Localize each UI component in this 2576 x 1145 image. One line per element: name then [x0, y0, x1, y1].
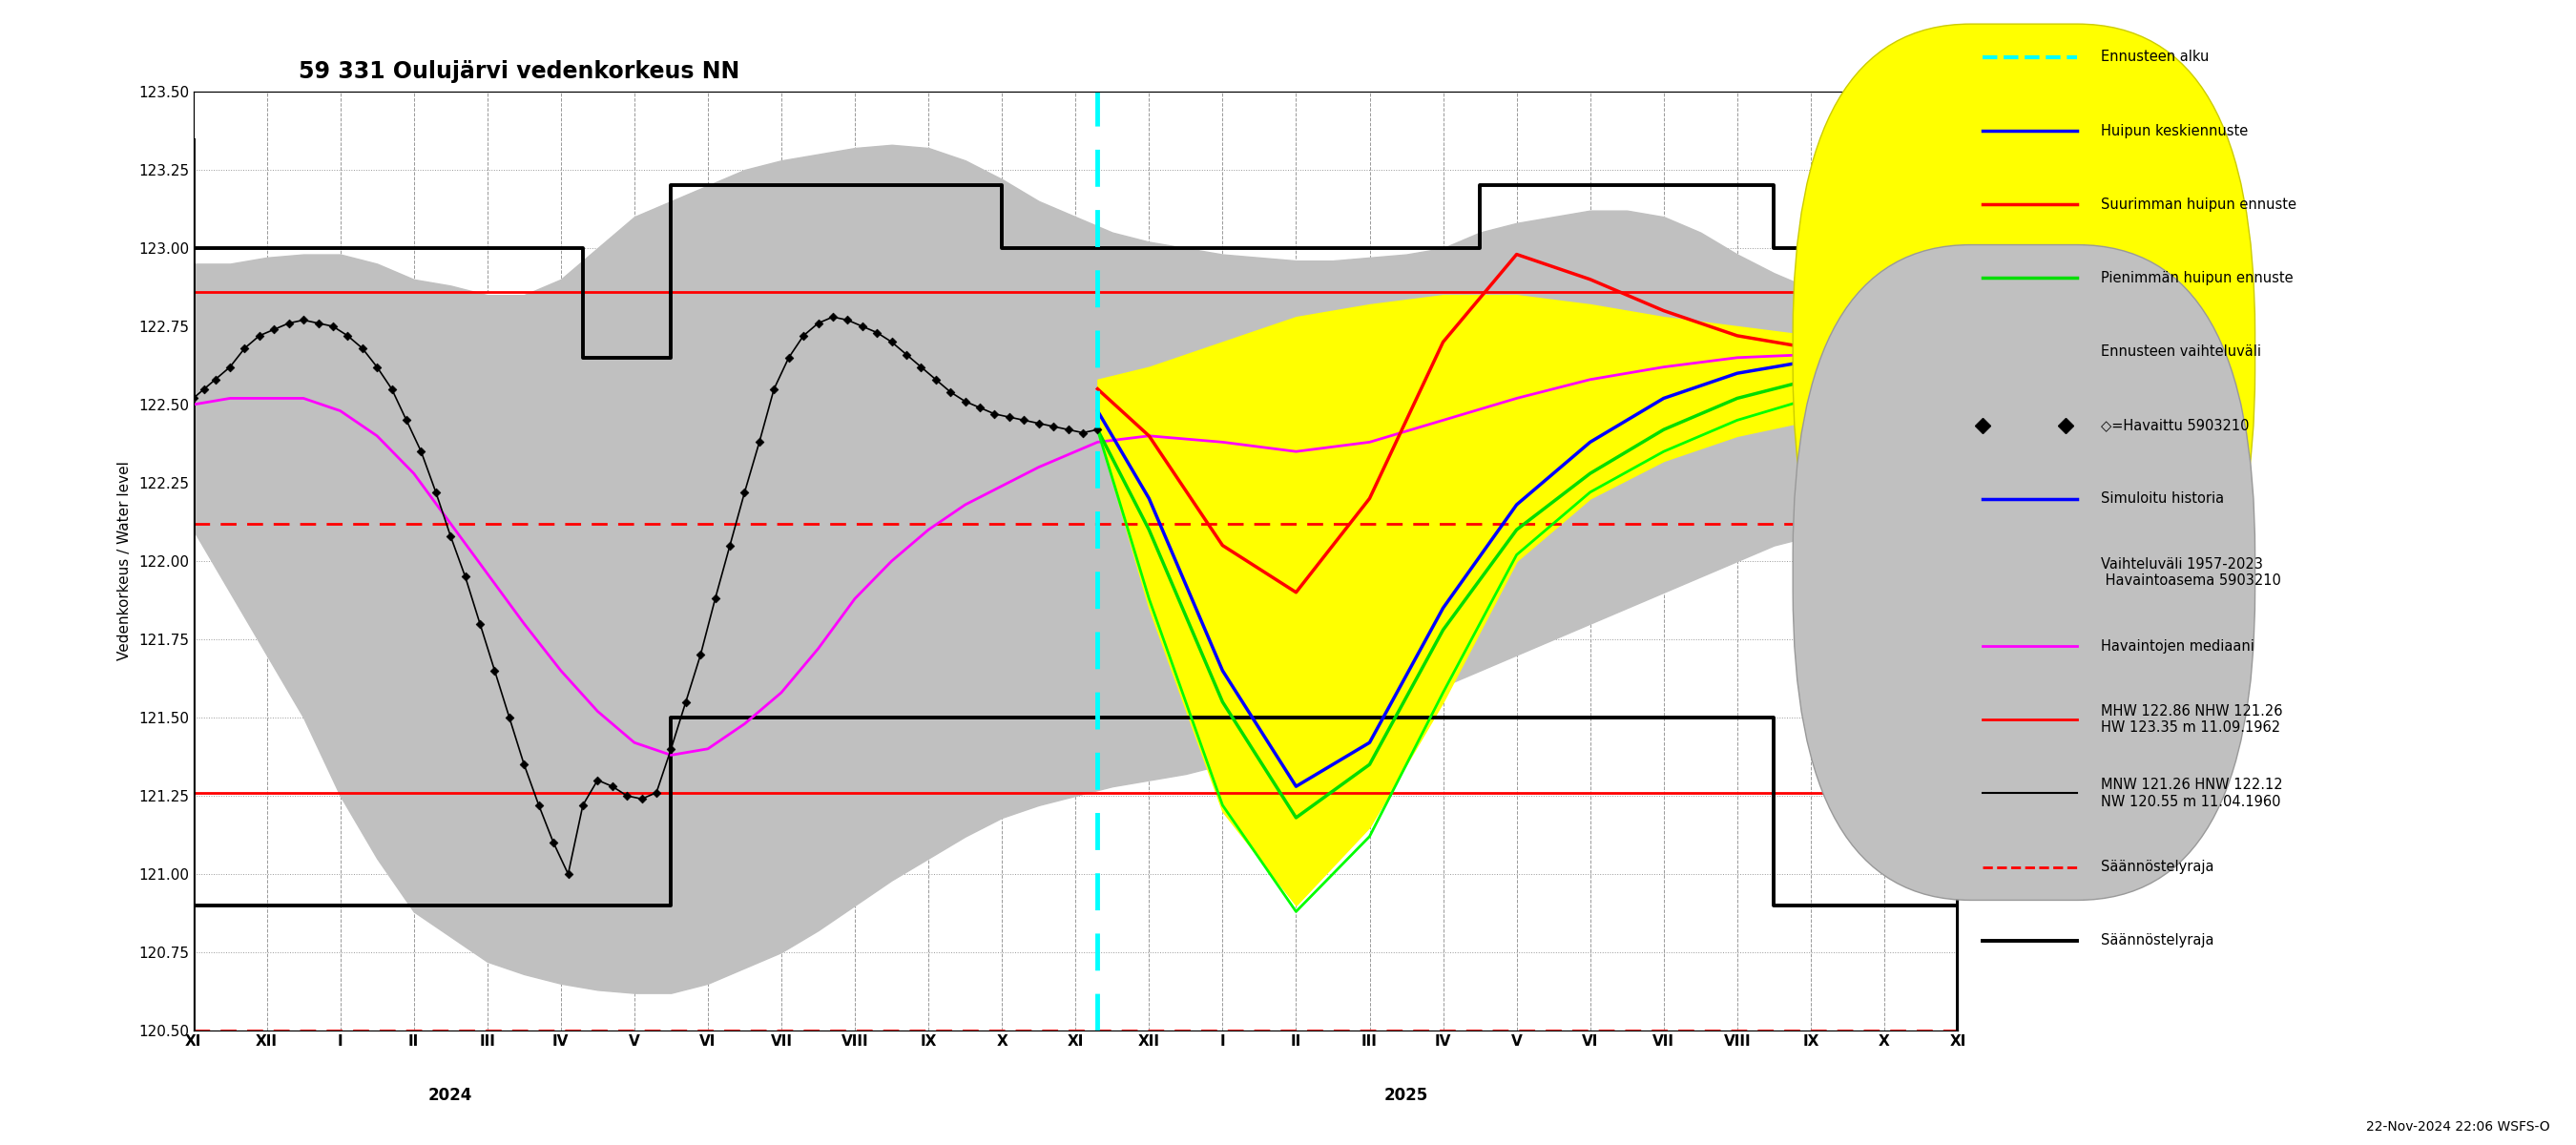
- Text: Havaintojen mediaani: Havaintojen mediaani: [2102, 639, 2254, 654]
- Point: [1061, 424, 1103, 442]
- Point: [299, 314, 340, 332]
- Point: [783, 326, 824, 345]
- Point: [209, 358, 250, 377]
- Point: [842, 317, 884, 335]
- Point: [312, 317, 353, 335]
- Point: [827, 311, 868, 330]
- Point: [343, 339, 384, 357]
- Point: [327, 326, 368, 345]
- Y-axis label: Vedenkorkeus / Water level: Vedenkorkeus / Water level: [118, 461, 131, 661]
- Point: [224, 339, 265, 357]
- Point: [680, 646, 721, 664]
- Point: [1018, 414, 1059, 433]
- Text: Huipun keskiennuste: Huipun keskiennuste: [2102, 124, 2249, 139]
- Point: [855, 323, 896, 341]
- Text: Säännöstelyraja: Säännöstelyraja: [2102, 933, 2213, 948]
- Point: [430, 527, 471, 545]
- Text: Suurimman huipun ennuste: Suurimman huipun ennuste: [2102, 197, 2298, 212]
- Point: [724, 483, 765, 502]
- Point: [489, 709, 531, 727]
- Point: [1033, 417, 1074, 435]
- Point: [945, 393, 987, 411]
- Point: [886, 346, 927, 364]
- Point: [871, 333, 912, 352]
- Point: [415, 483, 456, 502]
- Point: [752, 380, 793, 398]
- Point: [799, 314, 840, 332]
- Point: [459, 615, 500, 633]
- Point: [696, 590, 737, 608]
- Point: [196, 370, 237, 388]
- Point: [183, 380, 224, 398]
- Point: [562, 796, 603, 814]
- Point: [577, 771, 618, 789]
- Point: [386, 411, 428, 429]
- Point: [989, 408, 1030, 426]
- Point: [240, 326, 281, 345]
- Text: MNW 121.26 HNW 122.12
NW 120.55 m 11.04.1960: MNW 121.26 HNW 122.12 NW 120.55 m 11.04.…: [2102, 777, 2282, 808]
- Text: 22-Nov-2024 22:06 WSFS-O: 22-Nov-2024 22:06 WSFS-O: [2367, 1120, 2550, 1134]
- Text: MHW 122.86 NHW 121.26
HW 123.35 m 11.09.1962: MHW 122.86 NHW 121.26 HW 123.35 m 11.09.…: [2102, 704, 2282, 735]
- Point: [930, 382, 971, 401]
- Text: 2025: 2025: [1383, 1087, 1430, 1104]
- Point: [739, 433, 781, 451]
- Point: [902, 358, 943, 377]
- Point: [1005, 411, 1046, 429]
- Point: [605, 787, 647, 805]
- Point: [708, 536, 750, 554]
- Point: [1077, 420, 1118, 439]
- Text: Säännöstelyraja: Säännöstelyraja: [2102, 860, 2213, 874]
- Text: ◇=Havaittu 5903210: ◇=Havaittu 5903210: [2102, 418, 2249, 433]
- Text: Ennusteen alku: Ennusteen alku: [2102, 50, 2210, 64]
- Point: [974, 405, 1015, 424]
- Point: [283, 311, 325, 330]
- Point: [355, 358, 397, 377]
- Point: [592, 777, 634, 796]
- Point: [268, 314, 309, 332]
- Point: [958, 398, 999, 417]
- Point: [399, 442, 440, 460]
- Text: 59 331 Oulujärvi vedenkorkeus NN: 59 331 Oulujärvi vedenkorkeus NN: [299, 61, 739, 84]
- Point: [446, 568, 487, 586]
- Y-axis label: NN+m: NN+m: [1963, 537, 1978, 585]
- Point: [636, 783, 677, 802]
- Point: [621, 790, 662, 808]
- Point: [533, 834, 574, 852]
- Point: [1048, 420, 1090, 439]
- Point: [173, 389, 214, 408]
- Point: [518, 796, 559, 814]
- Text: Ennusteen vaihteluväli: Ennusteen vaihteluväli: [2102, 345, 2262, 358]
- Point: [549, 864, 590, 883]
- Point: [914, 370, 956, 388]
- Point: [371, 380, 412, 398]
- Point: [502, 756, 544, 774]
- Text: Simuloitu historia: Simuloitu historia: [2102, 491, 2223, 506]
- Point: [474, 662, 515, 680]
- Point: [768, 348, 809, 366]
- Point: [811, 308, 853, 326]
- Point: [652, 740, 693, 758]
- Point: [252, 321, 294, 339]
- Text: 2024: 2024: [428, 1087, 471, 1104]
- FancyBboxPatch shape: [1793, 245, 2254, 900]
- Text: Pienimmän huipun ennuste: Pienimmän huipun ennuste: [2102, 271, 2293, 285]
- Text: Vaihteluväli 1957-2023
 Havaintoasema 5903210: Vaihteluväli 1957-2023 Havaintoasema 590…: [2102, 556, 2282, 589]
- FancyBboxPatch shape: [1793, 24, 2254, 679]
- Point: [665, 693, 706, 711]
